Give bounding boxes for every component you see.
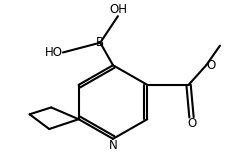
- Text: O: O: [205, 59, 214, 72]
- Text: B: B: [96, 36, 104, 49]
- Text: HO: HO: [45, 46, 63, 59]
- Text: N: N: [108, 139, 117, 152]
- Text: O: O: [186, 117, 195, 130]
- Text: OH: OH: [108, 3, 126, 16]
